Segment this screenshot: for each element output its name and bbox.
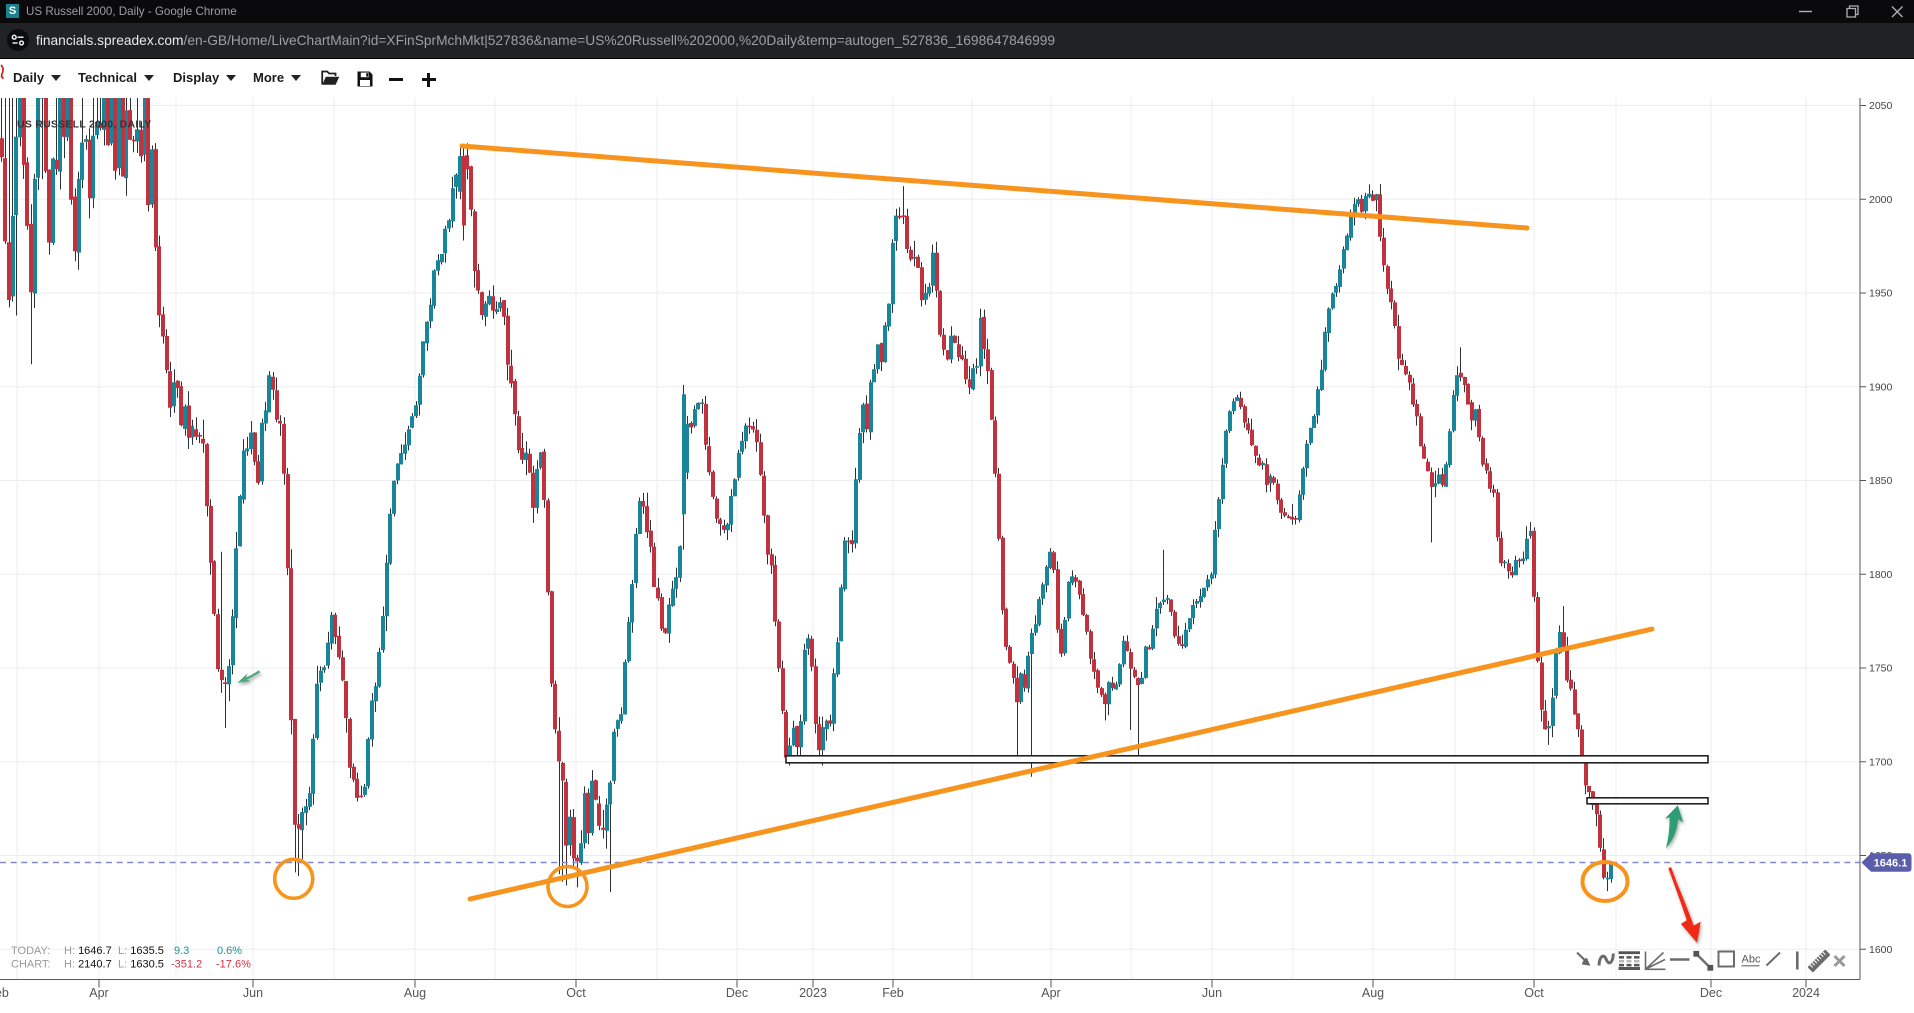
svg-text:2024: 2024 — [1792, 986, 1820, 1000]
svg-text:Oct: Oct — [566, 986, 586, 1000]
svg-text:TODAY:: TODAY: — [11, 945, 50, 957]
svg-text:2050: 2050 — [1869, 100, 1893, 112]
svg-text:Abc: Abc — [1742, 954, 1761, 966]
svg-text:Feb: Feb — [0, 986, 9, 1000]
svg-text:Aug: Aug — [404, 986, 426, 1000]
svg-text:Apr: Apr — [1041, 986, 1060, 1000]
svg-text:L: 1630.5: L: 1630.5 — [118, 959, 164, 971]
svg-text:0.6%: 0.6% — [217, 945, 242, 957]
svg-text:-17.6%: -17.6% — [216, 959, 251, 971]
svg-text:Dec: Dec — [1700, 986, 1722, 1000]
svg-text:Jun: Jun — [1202, 986, 1222, 1000]
svg-text:Jun: Jun — [243, 986, 263, 1000]
svg-text:1850: 1850 — [1869, 475, 1893, 487]
svg-text:H: 1646.7: H: 1646.7 — [64, 945, 112, 957]
svg-text:1950: 1950 — [1869, 288, 1893, 300]
svg-text:Apr: Apr — [89, 986, 108, 1000]
svg-text:Oct: Oct — [1524, 986, 1544, 1000]
svg-text:2000: 2000 — [1869, 194, 1893, 206]
svg-text:1800: 1800 — [1869, 569, 1893, 581]
svg-text:Aug: Aug — [1362, 986, 1384, 1000]
svg-text:H: 2140.7: H: 2140.7 — [64, 959, 112, 971]
svg-text:L: 1635.5: L: 1635.5 — [118, 945, 164, 957]
svg-text:1750: 1750 — [1869, 663, 1893, 675]
svg-text:1600: 1600 — [1869, 944, 1893, 956]
svg-text:CHART:: CHART: — [11, 959, 51, 971]
svg-text:1700: 1700 — [1869, 756, 1893, 768]
svg-text:Dec: Dec — [726, 986, 748, 1000]
svg-text:US RUSSELL 2000, DAILY: US RUSSELL 2000, DAILY — [17, 119, 151, 131]
svg-text:1900: 1900 — [1869, 381, 1893, 393]
svg-text:2023: 2023 — [799, 986, 827, 1000]
svg-text:9.3: 9.3 — [174, 945, 189, 957]
svg-text:-351.2: -351.2 — [171, 959, 202, 971]
svg-text:Feb: Feb — [882, 986, 904, 1000]
svg-text:1646.1: 1646.1 — [1874, 858, 1908, 870]
